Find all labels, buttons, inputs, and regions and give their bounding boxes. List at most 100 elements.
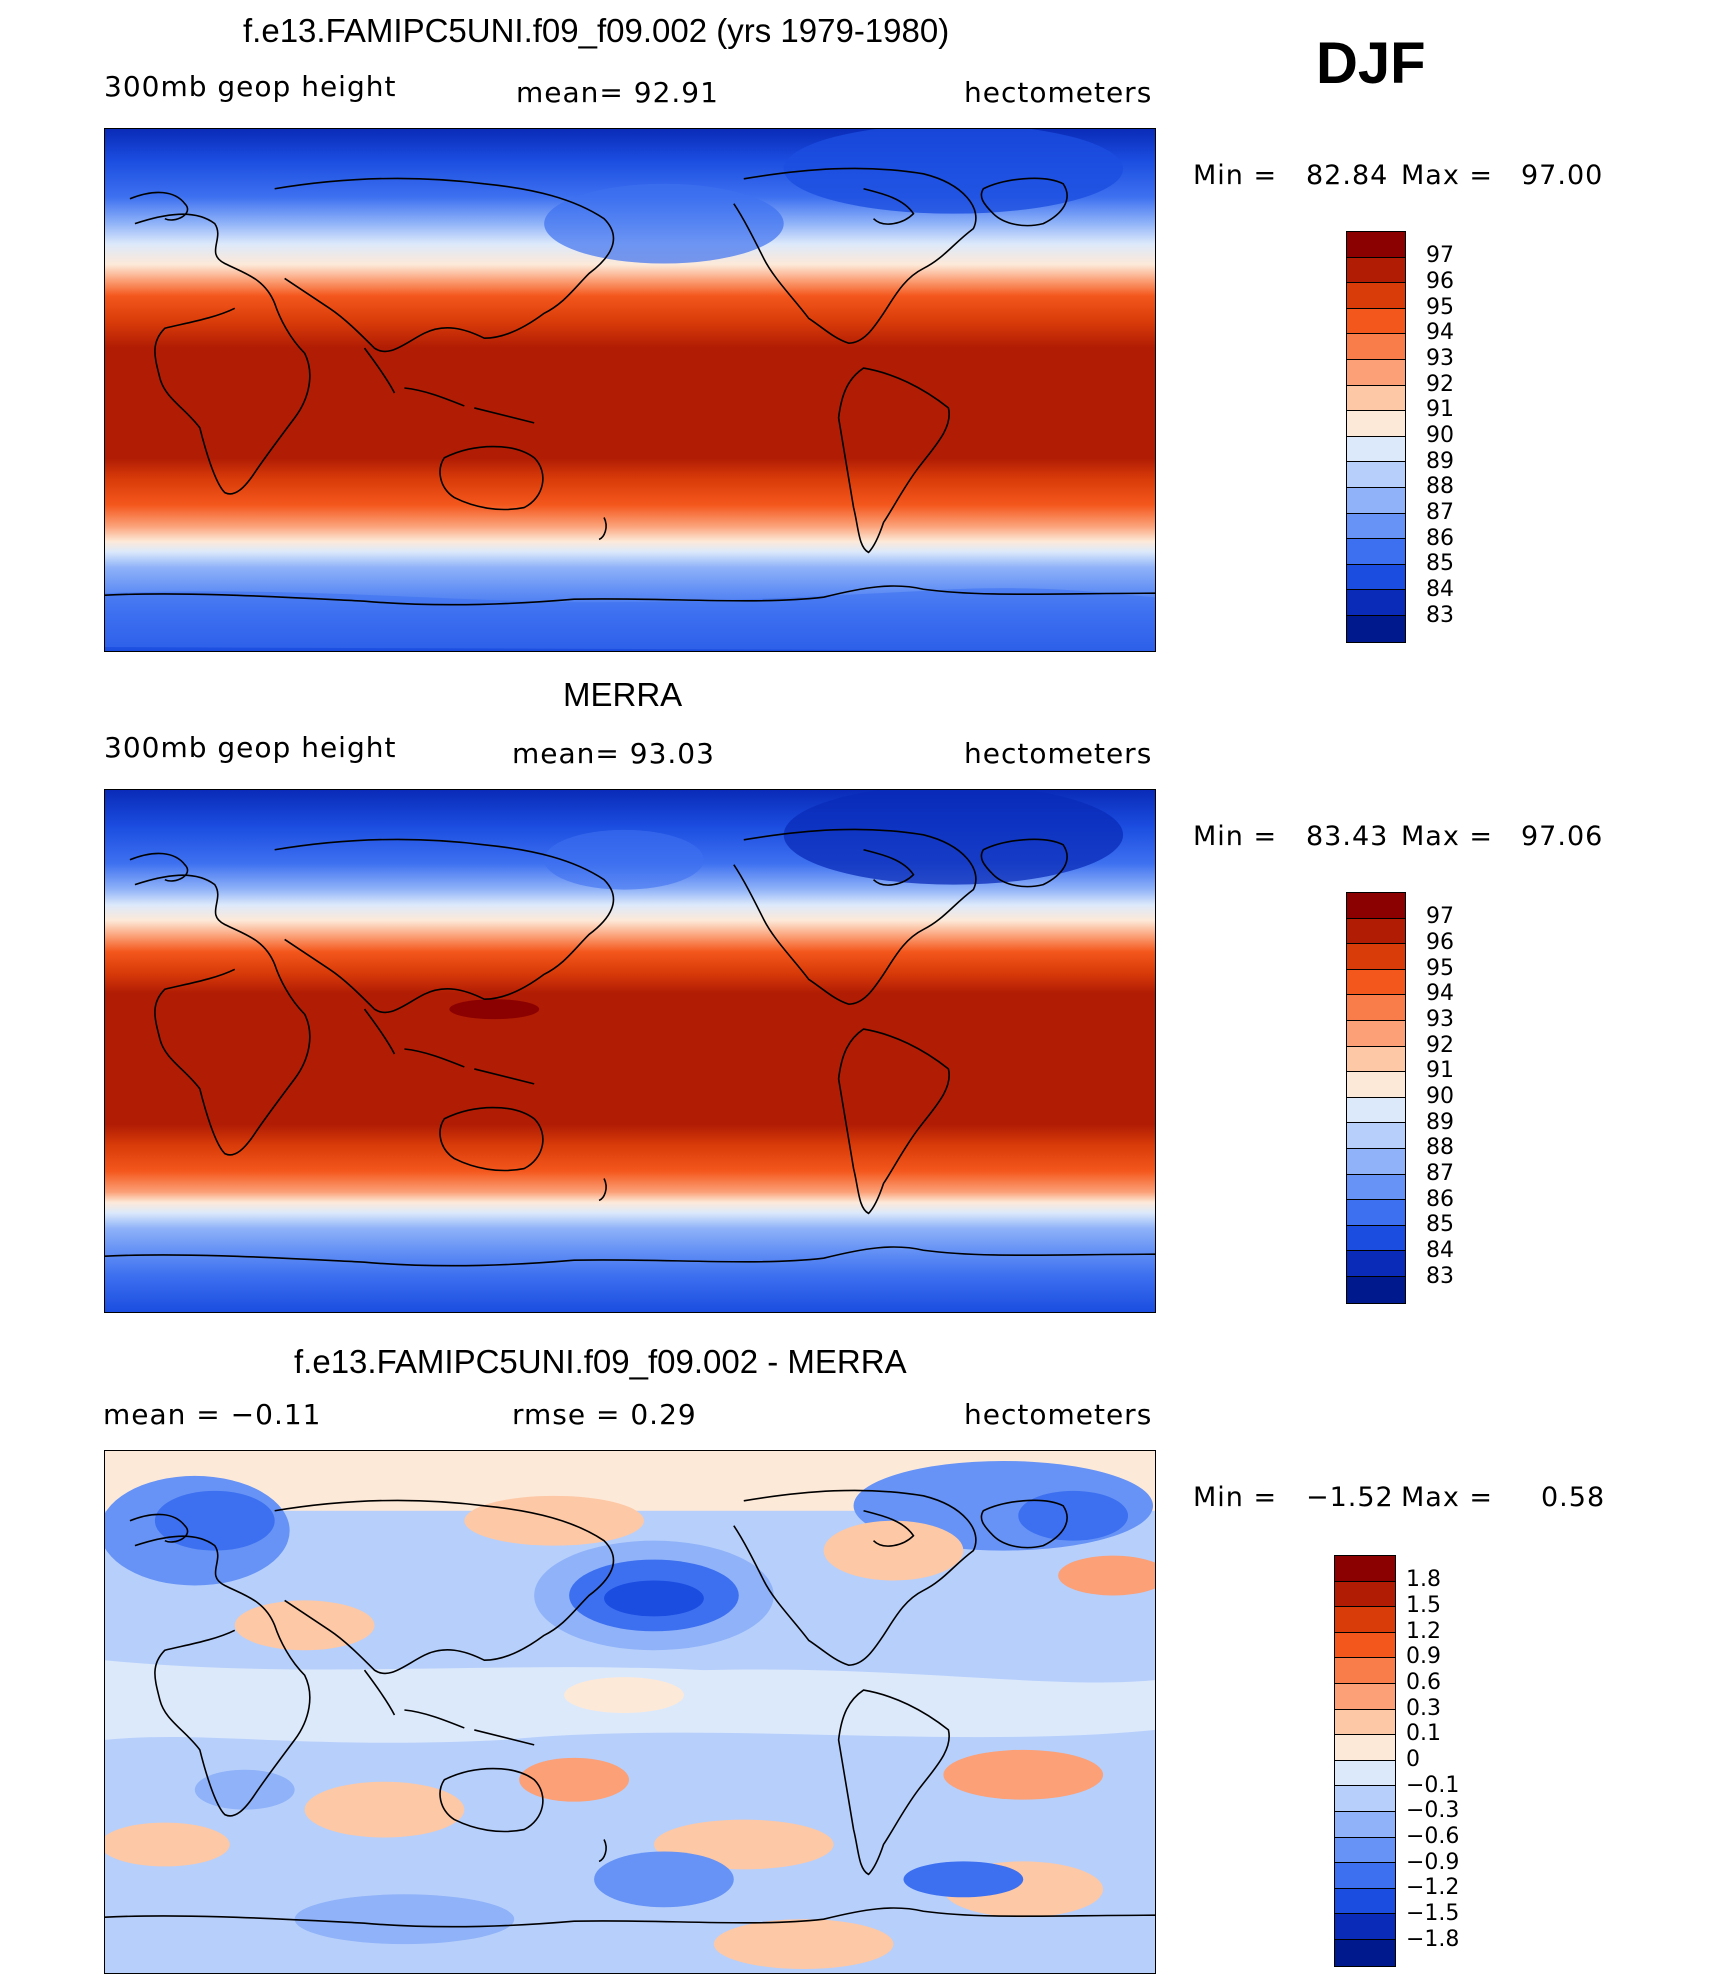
panel2-min-value: 83.43	[1306, 821, 1389, 852]
colorbar-swatch	[1347, 1148, 1405, 1175]
colorbar-label: 92	[1426, 1033, 1454, 1058]
colorbar-swatch	[1335, 1607, 1395, 1633]
colorbar-swatch	[1335, 1760, 1395, 1787]
colorbar-swatch	[1347, 385, 1405, 412]
colorbar-swatch	[1347, 462, 1405, 488]
colorbar-label: 91	[1426, 1058, 1454, 1083]
colorbar-label: 94	[1426, 320, 1454, 345]
panel2-variable: 300mb geop height	[104, 731, 397, 764]
colorbar-swatch	[1347, 1174, 1405, 1201]
colorbar-label: −1.2	[1406, 1875, 1460, 1900]
colorbar-label: 95	[1426, 295, 1454, 320]
panel1-map-field	[105, 129, 1155, 651]
panel1-max-label: Max =	[1401, 160, 1494, 191]
colorbar-swatch	[1335, 1837, 1395, 1864]
panel3-colorbar-swatches	[1334, 1555, 1396, 1967]
colorbar-label: 91	[1426, 397, 1454, 422]
panel3-max-label: Max =	[1401, 1482, 1494, 1513]
colorbar-label: 87	[1426, 1161, 1454, 1186]
colorbar-swatch	[1347, 539, 1405, 565]
colorbar-label: 97	[1426, 243, 1454, 268]
panel2-colorbar: 97 96 95 94 93 92 91 90 89 88 87 86 85 8…	[1346, 892, 1454, 1304]
panel1-mean: mean= 92.91	[516, 76, 719, 109]
colorbar-label: 86	[1426, 526, 1454, 551]
colorbar-label: 92	[1426, 372, 1454, 397]
colorbar-swatch	[1347, 308, 1405, 335]
colorbar-label: 84	[1426, 577, 1454, 602]
panel1-min-label: Min =	[1193, 160, 1278, 191]
colorbar-label: 0	[1406, 1747, 1420, 1772]
colorbar-label: 0.1	[1406, 1721, 1441, 1746]
colorbar-swatch	[1347, 513, 1405, 540]
panel2-mean: mean= 93.03	[512, 737, 715, 770]
panel2-min-label: Min =	[1193, 821, 1278, 852]
colorbar-label: −1.8	[1406, 1927, 1460, 1952]
colorbar-swatch	[1335, 1632, 1395, 1659]
colorbar-label: 93	[1426, 1007, 1454, 1032]
panel1-colorbar-swatches	[1346, 231, 1406, 643]
colorbar-swatch	[1335, 1735, 1395, 1761]
panel1-max-value: 97.00	[1521, 160, 1604, 191]
colorbar-swatch	[1347, 1251, 1405, 1277]
colorbar-swatch	[1347, 944, 1405, 970]
colorbar-label: 86	[1426, 1187, 1454, 1212]
colorbar-label: 96	[1426, 930, 1454, 955]
panel3-colorbar: 1.8 1.5 1.2 0.9 0.6 0.3 0.1 0 −0.1 −0.3 …	[1334, 1555, 1459, 1967]
panel2-map-field	[105, 790, 1155, 1312]
colorbar-swatch	[1335, 1888, 1395, 1915]
colorbar-swatch	[1347, 893, 1405, 919]
colorbar-label: 88	[1426, 1135, 1454, 1160]
colorbar-swatch	[1347, 232, 1405, 258]
colorbar-label: 83	[1426, 1264, 1454, 1289]
season-label: DJF	[1316, 31, 1426, 96]
colorbar-swatch	[1347, 487, 1405, 514]
colorbar-label: 90	[1426, 1084, 1454, 1109]
colorbar-swatch	[1347, 334, 1405, 360]
colorbar-swatch	[1347, 969, 1405, 996]
panel3-map-field	[105, 1451, 1155, 1973]
panel3-max-value: 0.58	[1541, 1482, 1606, 1513]
colorbar-swatch	[1347, 1225, 1405, 1252]
colorbar-swatch	[1347, 1097, 1405, 1124]
panel3-title: f.e13.FAMIPC5UNI.f09_f09.002 - MERRA	[294, 1343, 907, 1380]
colorbar-label: −0.9	[1406, 1850, 1460, 1875]
colorbar-label: 0.3	[1406, 1696, 1441, 1721]
panel1-variable: 300mb geop height	[104, 70, 397, 103]
colorbar-swatch	[1335, 1811, 1395, 1838]
colorbar-label: 89	[1426, 449, 1454, 474]
colorbar-swatch	[1347, 995, 1405, 1021]
colorbar-swatch	[1347, 283, 1405, 309]
colorbar-label: 93	[1426, 346, 1454, 371]
colorbar-swatch	[1335, 1863, 1395, 1889]
colorbar-swatch	[1347, 359, 1405, 386]
colorbar-swatch	[1335, 1709, 1395, 1736]
colorbar-swatch	[1347, 564, 1405, 591]
colorbar-label: 83	[1426, 603, 1454, 628]
colorbar-swatch	[1347, 615, 1405, 642]
colorbar-swatch	[1347, 1276, 1405, 1303]
colorbar-label: 1.2	[1406, 1619, 1441, 1644]
colorbar-swatch	[1335, 1939, 1395, 1966]
colorbar-label: 95	[1426, 956, 1454, 981]
colorbar-swatch	[1347, 1200, 1405, 1226]
colorbar-swatch	[1335, 1658, 1395, 1684]
panel2-max-value: 97.06	[1521, 821, 1604, 852]
panel2-map	[104, 789, 1156, 1313]
panel3-mean: mean = −0.11	[103, 1398, 322, 1431]
panel3-map	[104, 1450, 1156, 1974]
colorbar-label: −0.3	[1406, 1798, 1460, 1823]
colorbar-swatch	[1335, 1914, 1395, 1940]
colorbar-swatch	[1347, 918, 1405, 945]
panel3-min-value: −1.52	[1306, 1482, 1394, 1513]
panel2-title: MERRA	[563, 676, 683, 713]
panel1-title: f.e13.FAMIPC5UNI.f09_f09.002 (yrs 1979-1…	[243, 12, 950, 49]
colorbar-swatch	[1347, 257, 1405, 284]
colorbar-label: 0.6	[1406, 1670, 1441, 1695]
colorbar-label: 87	[1426, 500, 1454, 525]
colorbar-label: −0.1	[1406, 1773, 1460, 1798]
colorbar-swatch	[1347, 1072, 1405, 1098]
panel1-units: hectometers	[964, 76, 1153, 109]
panel3-rmse: rmse = 0.29	[512, 1398, 697, 1431]
panel1-colorbar: 97 96 95 94 93 92 91 90 89 88 87 86 85 8…	[1346, 231, 1454, 643]
colorbar-label: −0.6	[1406, 1824, 1460, 1849]
